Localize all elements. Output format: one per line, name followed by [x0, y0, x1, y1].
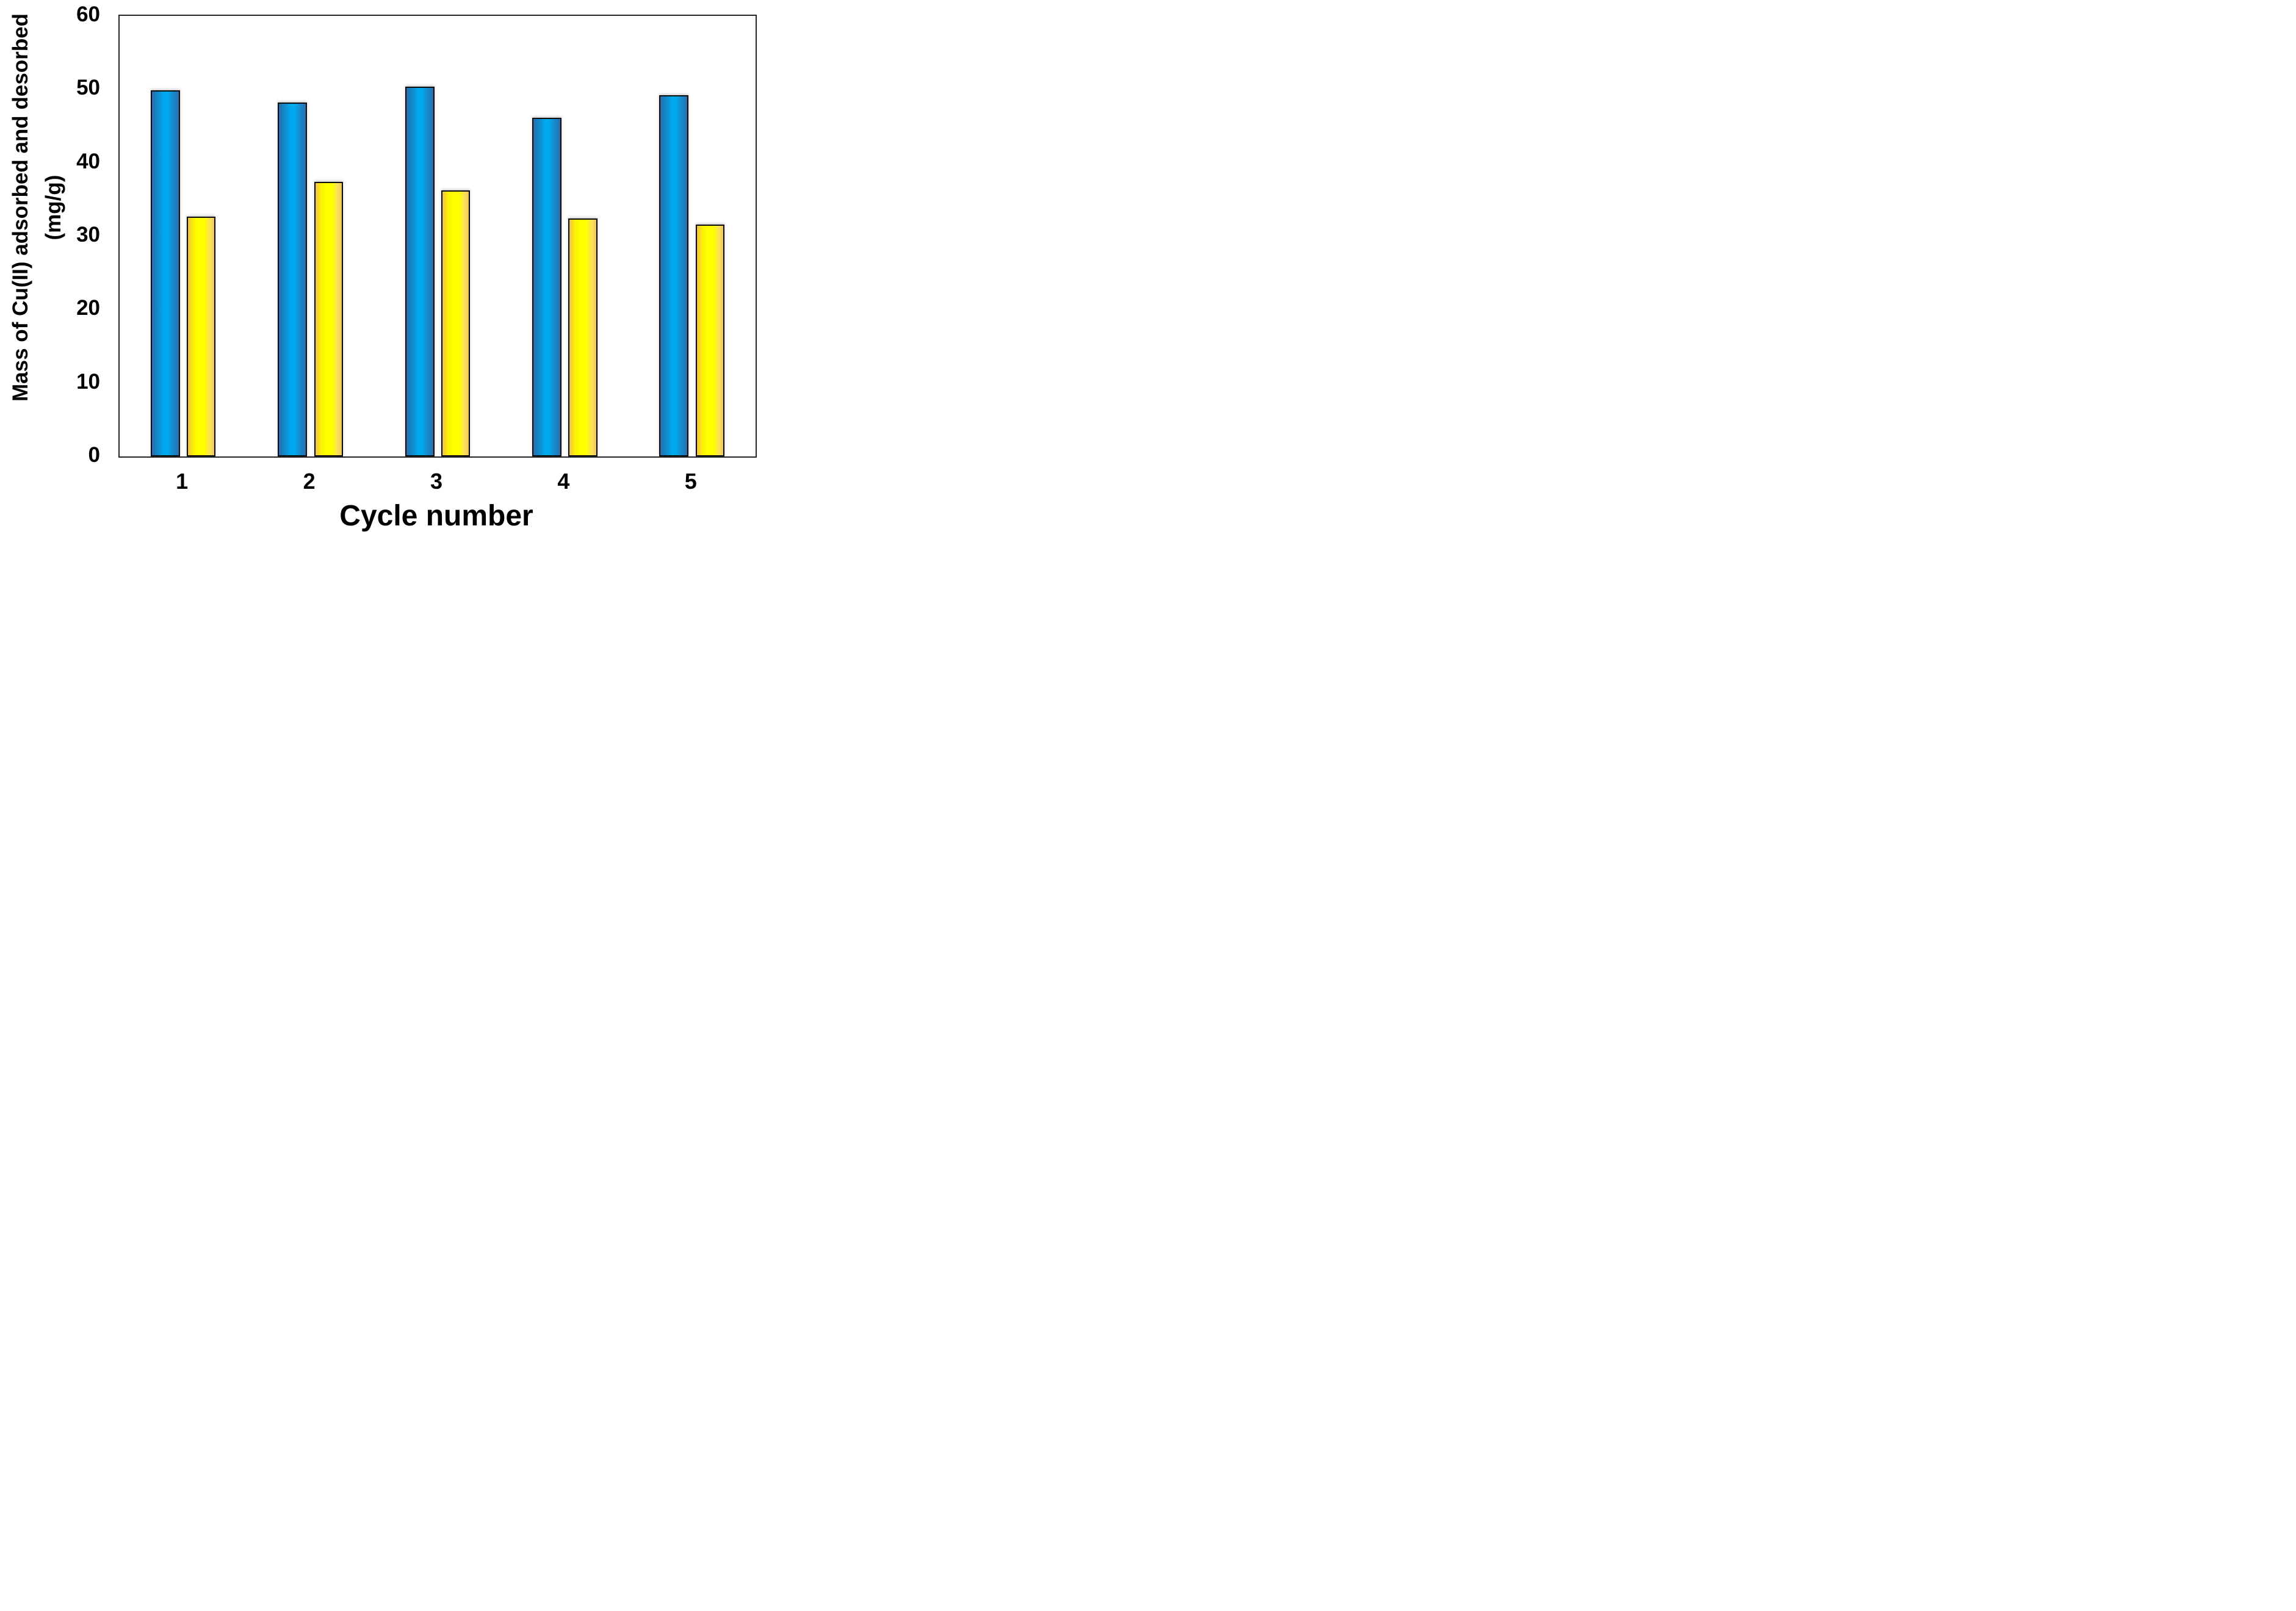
y-tick-label-40: 40: [76, 149, 100, 173]
x-tick-label-1: 1: [176, 469, 189, 494]
x-tick-label-5: 5: [684, 469, 697, 494]
x-tick-label-4: 4: [557, 469, 570, 494]
bar-adsorbed-cycle-5: [659, 95, 689, 456]
bar-desorbed-cycle-3: [441, 190, 471, 456]
plot-area: [118, 15, 757, 458]
bar-desorbed-cycle-2: [314, 181, 343, 456]
bar-adsorbed-cycle-3: [405, 86, 435, 456]
y-tick-label-20: 20: [76, 296, 100, 320]
bar-chart-figure: Mass of Cu(II) adsorbed and desorbed (mg…: [0, 0, 765, 537]
y-axis-title-line2: (mg/g): [42, 175, 65, 240]
x-tick-label-3: 3: [430, 469, 443, 494]
y-tick-label-50: 50: [76, 76, 100, 100]
bar-desorbed-cycle-1: [187, 216, 216, 456]
bar-adsorbed-cycle-2: [278, 103, 308, 456]
y-tick-label-10: 10: [76, 369, 100, 394]
y-tick-label-30: 30: [76, 223, 100, 247]
y-tick-label-0: 0: [88, 443, 100, 467]
x-axis-title: Cycle number: [339, 500, 533, 532]
y-tick-label-60: 60: [76, 2, 100, 26]
x-tick-label-2: 2: [303, 469, 316, 494]
bar-adsorbed-cycle-1: [150, 90, 180, 456]
y-axis-title-line1: Mass of Cu(II) adsorbed and desorbed: [9, 13, 32, 402]
y-axis-title: Mass of Cu(II) adsorbed and desorbed (mg…: [4, 0, 70, 433]
bar-desorbed-cycle-5: [695, 224, 724, 456]
bar-desorbed-cycle-4: [568, 218, 597, 456]
bar-adsorbed-cycle-4: [532, 118, 561, 456]
